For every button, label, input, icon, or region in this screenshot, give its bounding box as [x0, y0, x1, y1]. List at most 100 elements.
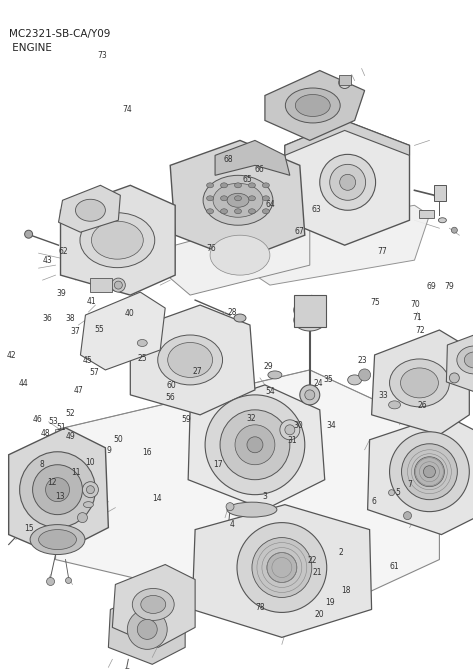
- Ellipse shape: [401, 368, 438, 398]
- Polygon shape: [170, 215, 310, 295]
- Text: 14: 14: [152, 494, 162, 503]
- Polygon shape: [130, 305, 255, 415]
- Text: 57: 57: [90, 368, 99, 377]
- Text: 34: 34: [327, 421, 337, 430]
- Polygon shape: [170, 141, 305, 260]
- Text: 67: 67: [294, 227, 304, 236]
- Circle shape: [285, 425, 295, 435]
- Ellipse shape: [437, 445, 472, 494]
- Ellipse shape: [227, 193, 249, 207]
- Text: 31: 31: [288, 436, 297, 445]
- Polygon shape: [81, 292, 165, 370]
- Ellipse shape: [213, 184, 263, 217]
- Text: 59: 59: [181, 415, 191, 424]
- Ellipse shape: [75, 199, 105, 221]
- Text: 3: 3: [262, 492, 267, 501]
- Text: 32: 32: [246, 414, 256, 423]
- Ellipse shape: [132, 588, 174, 620]
- Circle shape: [267, 553, 297, 582]
- Circle shape: [235, 425, 275, 465]
- Ellipse shape: [465, 352, 474, 368]
- Text: 61: 61: [389, 562, 399, 571]
- Text: 74: 74: [122, 105, 132, 113]
- Circle shape: [390, 431, 469, 512]
- Circle shape: [300, 385, 320, 405]
- Text: 42: 42: [6, 350, 16, 360]
- Bar: [419, 210, 434, 218]
- Ellipse shape: [38, 529, 76, 549]
- Ellipse shape: [158, 335, 222, 385]
- Ellipse shape: [248, 183, 255, 188]
- Text: 66: 66: [255, 165, 264, 174]
- Ellipse shape: [210, 235, 270, 275]
- Circle shape: [226, 502, 234, 511]
- Text: 9: 9: [106, 446, 111, 454]
- Ellipse shape: [220, 196, 228, 201]
- Text: 4: 4: [230, 521, 235, 529]
- Circle shape: [205, 395, 305, 494]
- Polygon shape: [9, 428, 109, 555]
- Text: 69: 69: [427, 282, 437, 291]
- Polygon shape: [255, 205, 429, 285]
- Text: 47: 47: [74, 386, 83, 395]
- Ellipse shape: [91, 221, 143, 259]
- Circle shape: [65, 578, 72, 584]
- Text: 27: 27: [192, 367, 201, 377]
- Circle shape: [340, 174, 356, 190]
- Ellipse shape: [235, 196, 241, 201]
- Polygon shape: [372, 330, 469, 435]
- Ellipse shape: [168, 342, 212, 377]
- Ellipse shape: [445, 455, 465, 484]
- Ellipse shape: [220, 183, 228, 188]
- Ellipse shape: [80, 213, 155, 267]
- Circle shape: [252, 537, 312, 598]
- Text: 48: 48: [41, 429, 50, 438]
- Text: 39: 39: [56, 289, 66, 298]
- Text: 55: 55: [94, 325, 104, 334]
- Ellipse shape: [235, 209, 241, 214]
- Text: 38: 38: [66, 314, 75, 324]
- Text: 18: 18: [341, 586, 350, 595]
- Circle shape: [320, 154, 375, 210]
- Bar: [294, 295, 326, 327]
- Circle shape: [77, 513, 87, 523]
- Text: 40: 40: [124, 309, 134, 318]
- Ellipse shape: [285, 88, 340, 123]
- Circle shape: [86, 486, 94, 494]
- Circle shape: [305, 390, 315, 400]
- Text: 35: 35: [324, 375, 334, 385]
- Ellipse shape: [30, 525, 85, 555]
- Ellipse shape: [347, 375, 362, 385]
- Text: 13: 13: [55, 492, 64, 501]
- Circle shape: [25, 230, 33, 239]
- Polygon shape: [192, 505, 372, 637]
- Circle shape: [137, 619, 157, 639]
- Text: 20: 20: [315, 610, 325, 619]
- Text: 64: 64: [265, 200, 275, 209]
- Circle shape: [449, 373, 459, 383]
- Ellipse shape: [203, 176, 273, 225]
- Circle shape: [124, 668, 130, 670]
- Text: 79: 79: [444, 282, 454, 291]
- Text: 24: 24: [313, 379, 323, 389]
- Ellipse shape: [234, 314, 246, 322]
- Circle shape: [111, 278, 125, 292]
- Ellipse shape: [268, 371, 282, 379]
- Ellipse shape: [207, 209, 214, 214]
- Text: 46: 46: [32, 415, 42, 423]
- Ellipse shape: [248, 209, 255, 214]
- Ellipse shape: [137, 340, 147, 346]
- Polygon shape: [265, 70, 365, 141]
- Text: 53: 53: [49, 417, 58, 426]
- Text: MC2321-SB-CA/Y09: MC2321-SB-CA/Y09: [9, 29, 110, 39]
- Text: 25: 25: [137, 354, 147, 363]
- Circle shape: [220, 410, 290, 480]
- Polygon shape: [112, 565, 195, 647]
- Text: 26: 26: [418, 401, 427, 409]
- Circle shape: [247, 437, 263, 453]
- Ellipse shape: [389, 401, 401, 409]
- Bar: [434, 186, 447, 201]
- Ellipse shape: [263, 196, 269, 201]
- Circle shape: [339, 76, 351, 88]
- Text: 22: 22: [308, 556, 318, 565]
